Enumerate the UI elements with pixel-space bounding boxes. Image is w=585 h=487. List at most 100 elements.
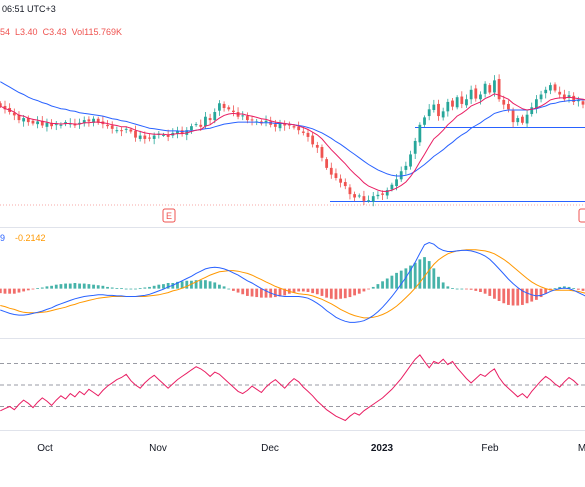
macd-histogram-bar bbox=[511, 288, 515, 306]
candle-body bbox=[507, 103, 510, 110]
macd-histogram-bar bbox=[232, 288, 235, 291]
macd-histogram-bar bbox=[208, 281, 212, 289]
candle-body bbox=[227, 107, 231, 110]
candle-body bbox=[516, 118, 520, 123]
candle-body bbox=[371, 196, 375, 202]
macd-histogram-bar bbox=[534, 288, 538, 300]
candle-body bbox=[22, 118, 26, 122]
ohlc-low: L3.40 bbox=[15, 27, 38, 37]
price-pane bbox=[0, 74, 585, 207]
macd-histogram-bar bbox=[3, 288, 7, 294]
candle-body bbox=[357, 195, 361, 197]
candle-body bbox=[129, 129, 133, 132]
candle-body bbox=[427, 109, 431, 117]
macd-histogram-bar bbox=[68, 283, 72, 289]
macd-histogram-bar bbox=[539, 288, 543, 298]
candle-body bbox=[544, 89, 548, 94]
macd-histogram-bar bbox=[562, 286, 566, 289]
candle-body bbox=[521, 116, 524, 123]
macd-histogram-bar bbox=[134, 288, 137, 290]
macd-histogram-bar bbox=[138, 288, 142, 289]
candle-body bbox=[483, 83, 487, 94]
candle-body bbox=[287, 124, 291, 126]
header-time: 06:51 UTC+3 bbox=[2, 4, 56, 14]
macd-histogram-bar bbox=[381, 281, 384, 289]
candle-body bbox=[241, 115, 245, 117]
candle-body bbox=[329, 167, 333, 175]
candle-body bbox=[87, 119, 91, 122]
macd-histogram-bar bbox=[301, 288, 305, 292]
candle-body bbox=[82, 120, 86, 124]
candle-body bbox=[96, 118, 100, 123]
candle-body bbox=[292, 126, 296, 128]
candle-body bbox=[320, 147, 324, 158]
macd-histogram-bar bbox=[17, 288, 21, 293]
macd-histogram-bar bbox=[446, 286, 450, 289]
candle-body bbox=[208, 118, 212, 121]
macd-histogram-bar bbox=[497, 288, 501, 301]
time-axis[interactable]: Oct Nov Dec 2023 Feb M bbox=[37, 443, 585, 454]
macd-histogram-bar bbox=[474, 288, 478, 291]
macd-histogram-bar bbox=[479, 288, 482, 292]
candle-body bbox=[264, 120, 268, 123]
candle-body bbox=[218, 103, 221, 111]
candle-body bbox=[78, 122, 81, 125]
time-axis-tick-label: Nov bbox=[149, 443, 167, 454]
rsi-line bbox=[0, 354, 579, 422]
candle-body bbox=[488, 85, 492, 93]
macd-histogram-bar bbox=[250, 288, 254, 297]
candle-body bbox=[250, 119, 254, 121]
candle-body bbox=[334, 173, 338, 178]
candle-body bbox=[353, 194, 356, 198]
candle-body bbox=[413, 140, 417, 154]
candle-body bbox=[325, 159, 329, 168]
candle-body bbox=[232, 110, 235, 113]
candle-body bbox=[511, 110, 515, 123]
macd-histogram-bar bbox=[36, 288, 40, 289]
candle-body bbox=[539, 94, 543, 100]
candle-body bbox=[36, 121, 40, 125]
macd-histogram-bar bbox=[0, 288, 2, 294]
macd-histogram-bar bbox=[12, 288, 16, 294]
candle-body bbox=[143, 135, 147, 139]
ohlc-legend: 54 L3.40 C3.43 Vol115.769K bbox=[0, 27, 122, 37]
macd-histogram-bar bbox=[26, 288, 30, 291]
macd-histogram-bar bbox=[576, 288, 580, 290]
candle-body bbox=[134, 130, 137, 138]
candle-body bbox=[92, 118, 95, 123]
macd-histogram-bar bbox=[22, 288, 26, 292]
earnings-marker[interactable]: E bbox=[162, 208, 176, 223]
candle-body bbox=[451, 100, 454, 107]
candle-body bbox=[45, 122, 49, 127]
candle-body bbox=[222, 103, 226, 108]
candle-body bbox=[124, 128, 128, 130]
macd-histogram-bar bbox=[176, 281, 179, 289]
candle-body bbox=[138, 135, 142, 139]
macd-histogram-bar bbox=[521, 288, 524, 305]
macd-histogram-bar bbox=[339, 288, 343, 299]
macd-histogram-bar bbox=[73, 283, 77, 289]
candle-body bbox=[245, 116, 249, 121]
macd-histogram-bar bbox=[82, 283, 86, 289]
ohlc-fragment: 54 bbox=[0, 27, 11, 37]
candle-body bbox=[110, 125, 114, 129]
candle-body bbox=[455, 97, 459, 108]
macd-histogram-bar bbox=[264, 288, 268, 298]
macd-histogram-bar bbox=[218, 284, 221, 289]
macd-histogram-bar bbox=[413, 262, 417, 289]
candle-body bbox=[54, 124, 58, 126]
macd-histogram-bar bbox=[325, 288, 329, 298]
macd-histogram-bar bbox=[180, 281, 184, 289]
macd-legend: 9 -0.2142 bbox=[0, 233, 46, 243]
macd-histogram-bar bbox=[390, 275, 394, 289]
macd-histogram-bar bbox=[483, 288, 487, 294]
candle-body bbox=[572, 95, 576, 102]
macd-histogram-bar bbox=[385, 278, 389, 289]
earnings-marker-cut[interactable] bbox=[578, 208, 585, 223]
candle-body bbox=[385, 190, 389, 196]
macd-histogram-bar bbox=[437, 276, 440, 289]
candle-body bbox=[120, 130, 123, 132]
candle-body bbox=[59, 124, 63, 126]
candle-body bbox=[567, 95, 571, 98]
macd-histogram-bar bbox=[148, 286, 151, 289]
